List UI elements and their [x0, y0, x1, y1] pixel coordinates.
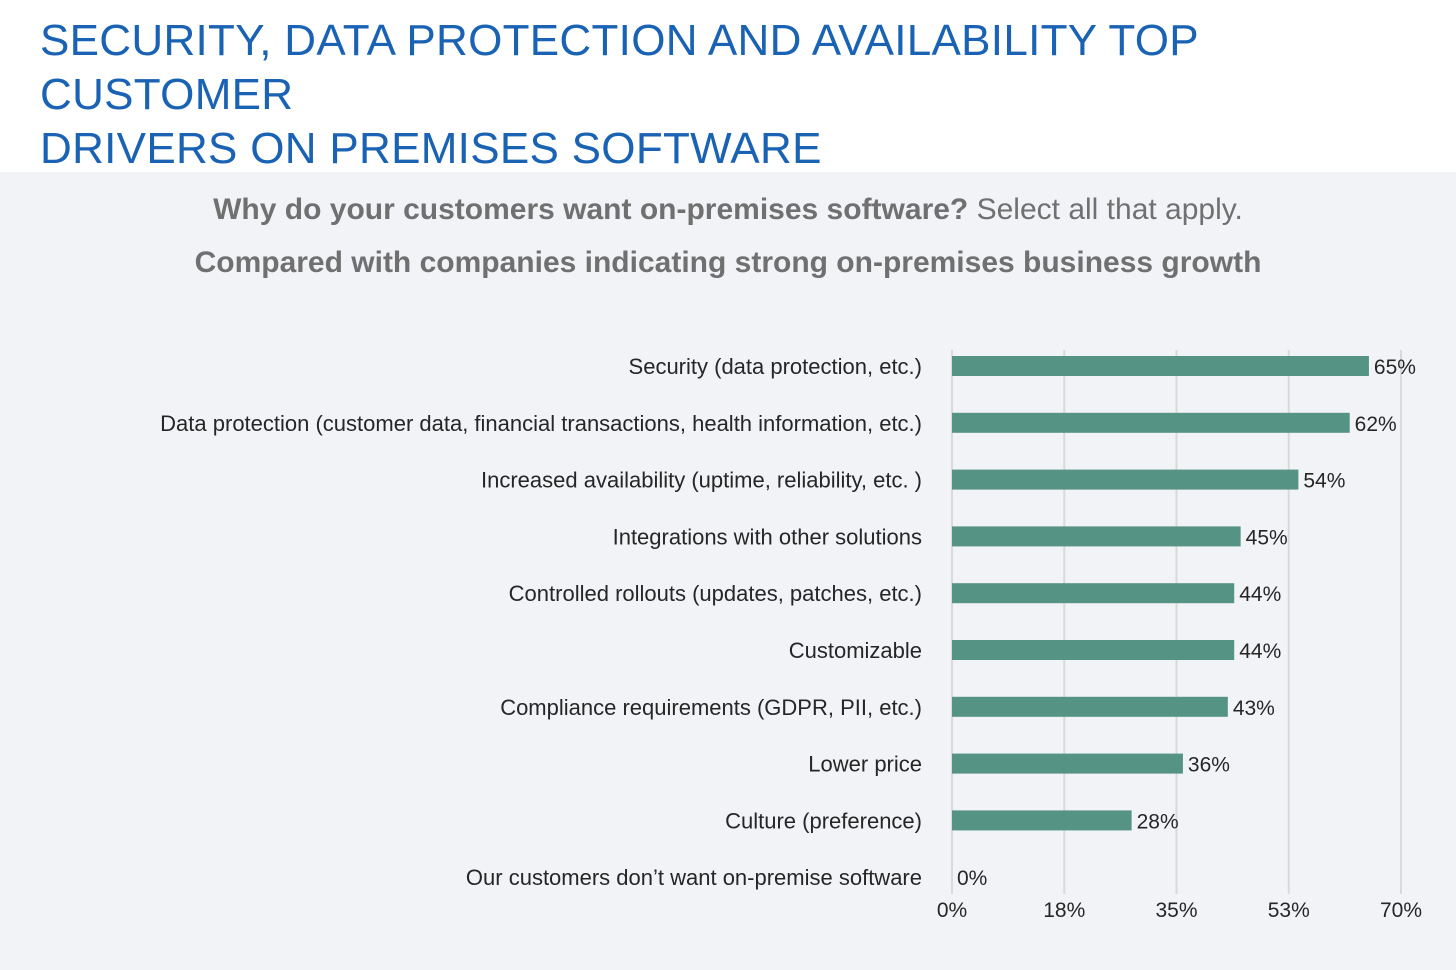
bar — [952, 356, 1369, 376]
data-label: 36% — [1188, 754, 1230, 777]
bar — [952, 753, 1183, 774]
survey-question-instruction: Select all that apply. — [976, 193, 1243, 226]
bar — [952, 469, 1299, 490]
x-tick-label: 18% — [1043, 899, 1085, 922]
x-tick-label: 53% — [1268, 899, 1310, 922]
chart-panel — [0, 172, 1456, 970]
page-title-line-1: SECURITY, DATA PROTECTION AND AVAILABILI… — [40, 16, 1199, 119]
data-label: 28% — [1137, 810, 1179, 833]
category-label: Increased availability (uptime, reliabil… — [481, 468, 922, 493]
page-title-line-2: DRIVERS ON PREMISES SOFTWARE — [40, 124, 822, 173]
x-tick-label: 70% — [1380, 899, 1422, 922]
bar — [952, 810, 1132, 831]
data-label: 45% — [1246, 526, 1288, 549]
bar — [952, 696, 1228, 717]
data-label: 44% — [1239, 640, 1281, 663]
category-label: Culture (preference) — [725, 808, 922, 833]
data-label: 54% — [1303, 470, 1345, 493]
data-label: 44% — [1239, 583, 1281, 606]
category-label: Data protection (customer data, financia… — [160, 411, 922, 436]
page-title: SECURITY, DATA PROTECTION AND AVAILABILI… — [40, 14, 1440, 176]
data-label: 43% — [1233, 697, 1275, 720]
survey-subtitle: Compared with companies indicating stron… — [194, 246, 1262, 279]
bar — [952, 640, 1235, 660]
bar — [952, 583, 1235, 604]
category-label: Integrations with other solutions — [613, 524, 922, 549]
survey-question-bold: Why do your customers want on-premises s… — [213, 193, 969, 226]
title-band: SECURITY, DATA PROTECTION AND AVAILABILI… — [0, 0, 1456, 173]
category-label: Lower price — [808, 752, 922, 777]
bar — [952, 526, 1241, 547]
data-label: 65% — [1374, 356, 1416, 379]
category-label: Customizable — [789, 638, 922, 663]
data-label: 62% — [1355, 413, 1397, 436]
bar — [952, 412, 1350, 433]
x-tick-label: 35% — [1155, 899, 1197, 922]
survey-question: Why do your customers want on-premises s… — [0, 193, 1456, 227]
data-label: 0% — [957, 867, 987, 890]
category-label: Compliance requirements (GDPR, PII, etc.… — [500, 695, 922, 720]
x-tick-label: 0% — [937, 899, 967, 922]
category-label: Security (data protection, etc.) — [629, 354, 922, 379]
category-label: Our customers don’t want on-premise soft… — [466, 865, 922, 890]
category-label: Controlled rollouts (updates, patches, e… — [509, 581, 922, 606]
